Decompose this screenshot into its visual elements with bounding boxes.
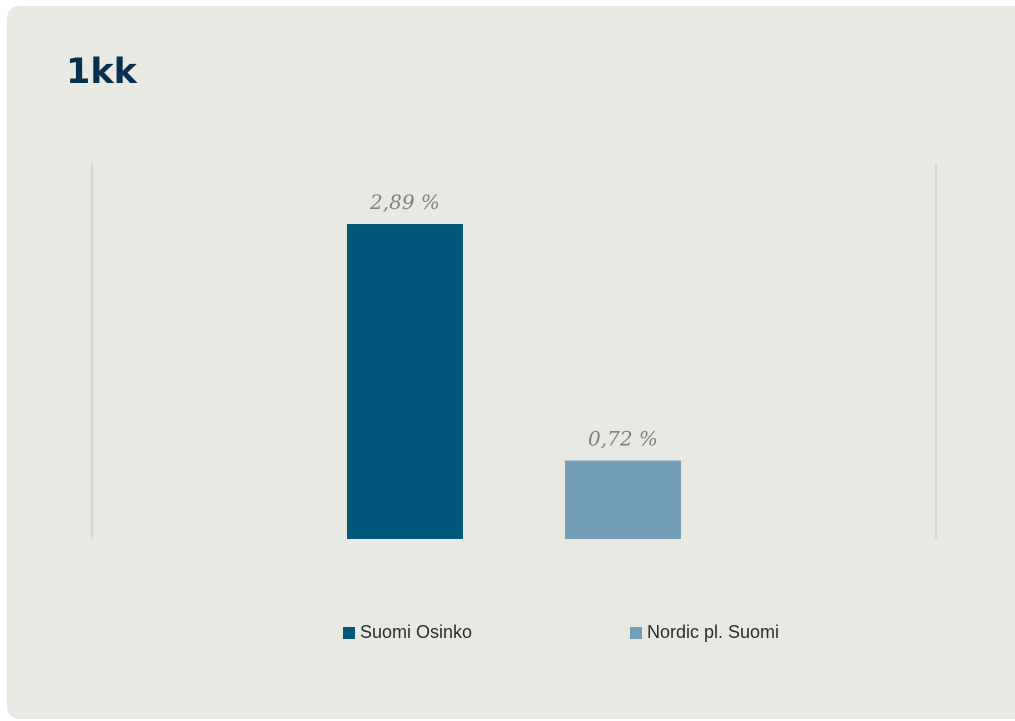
- legend-item-suomi-osinko: Suomi Osinko: [343, 622, 472, 643]
- bar-suomi-osinko: [347, 224, 463, 539]
- legend-swatch-suomi-osinko: [343, 626, 355, 639]
- bar-nordic-pl-suomi: [565, 460, 681, 539]
- legend-swatch-nordic-pl-suomi: [630, 626, 642, 639]
- data-label-nordic-pl-suomi: 0,72 %: [588, 427, 658, 451]
- legend-label-nordic-pl-suomi: Nordic pl. Suomi: [647, 622, 780, 642]
- chart-title: 1kk: [66, 52, 137, 92]
- legend-item-nordic-pl-suomi: Nordic pl. Suomi: [630, 622, 779, 643]
- chart-legend: Suomi Osinko Nordic pl. Suomi: [0, 622, 1015, 650]
- legend-label-suomi-osinko: Suomi Osinko: [360, 622, 473, 642]
- chart-card: 1kk: [7, 6, 1015, 719]
- data-label-suomi-osinko: 2,89 %: [369, 190, 440, 214]
